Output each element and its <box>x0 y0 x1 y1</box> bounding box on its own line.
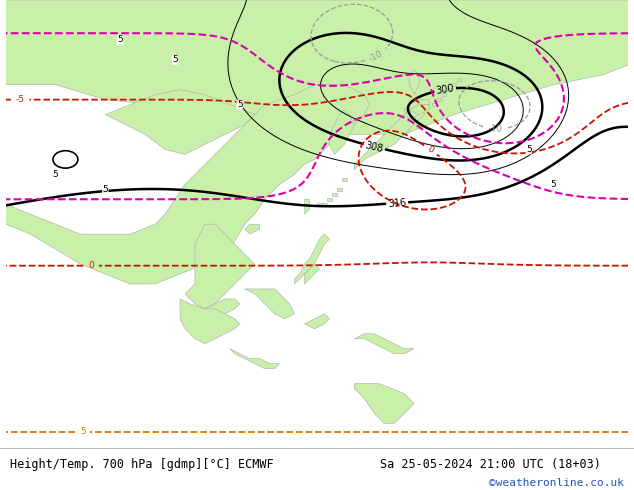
Polygon shape <box>245 289 295 319</box>
Polygon shape <box>354 384 414 423</box>
Polygon shape <box>185 224 255 309</box>
Polygon shape <box>432 103 436 106</box>
Polygon shape <box>442 93 446 96</box>
Polygon shape <box>330 110 354 154</box>
Polygon shape <box>304 199 309 214</box>
Polygon shape <box>354 334 414 354</box>
Polygon shape <box>180 299 240 344</box>
Text: 5: 5 <box>103 185 108 194</box>
Polygon shape <box>245 224 260 234</box>
Text: ©weatheronline.co.uk: ©weatheronline.co.uk <box>489 477 624 488</box>
Text: 300: 300 <box>435 83 455 96</box>
Polygon shape <box>6 0 628 134</box>
Polygon shape <box>205 299 240 314</box>
Polygon shape <box>322 203 327 206</box>
Polygon shape <box>105 90 255 154</box>
Text: Sa 25-05-2024 21:00 UTC (18+03): Sa 25-05-2024 21:00 UTC (18+03) <box>380 458 601 471</box>
Text: 5: 5 <box>80 427 86 436</box>
Polygon shape <box>437 98 441 101</box>
Polygon shape <box>295 234 330 284</box>
Text: 0: 0 <box>88 261 94 270</box>
Text: 5: 5 <box>237 100 243 109</box>
Polygon shape <box>342 178 347 181</box>
Polygon shape <box>304 264 320 284</box>
Polygon shape <box>409 105 429 115</box>
Polygon shape <box>317 203 322 206</box>
Polygon shape <box>230 349 280 368</box>
Text: 5: 5 <box>526 145 531 154</box>
Polygon shape <box>332 193 337 196</box>
Text: -10: -10 <box>368 49 385 63</box>
Text: 308: 308 <box>364 140 384 154</box>
Text: 5: 5 <box>551 180 557 189</box>
Polygon shape <box>304 314 330 329</box>
Text: 5: 5 <box>53 170 58 179</box>
Polygon shape <box>354 105 424 170</box>
Polygon shape <box>452 83 456 86</box>
Polygon shape <box>409 70 419 95</box>
Text: 5: 5 <box>117 35 123 45</box>
Polygon shape <box>327 198 332 201</box>
Text: 0: 0 <box>425 145 436 155</box>
Text: -10: -10 <box>488 124 503 134</box>
Text: -5: -5 <box>16 95 25 104</box>
Polygon shape <box>457 78 461 81</box>
Text: 316: 316 <box>387 197 406 209</box>
Polygon shape <box>337 188 342 191</box>
Polygon shape <box>6 85 370 284</box>
Text: Height/Temp. 700 hPa [gdmp][°C] ECMWF: Height/Temp. 700 hPa [gdmp][°C] ECMWF <box>10 458 273 471</box>
Polygon shape <box>447 88 451 91</box>
Text: 5: 5 <box>172 55 178 64</box>
Polygon shape <box>404 99 429 120</box>
